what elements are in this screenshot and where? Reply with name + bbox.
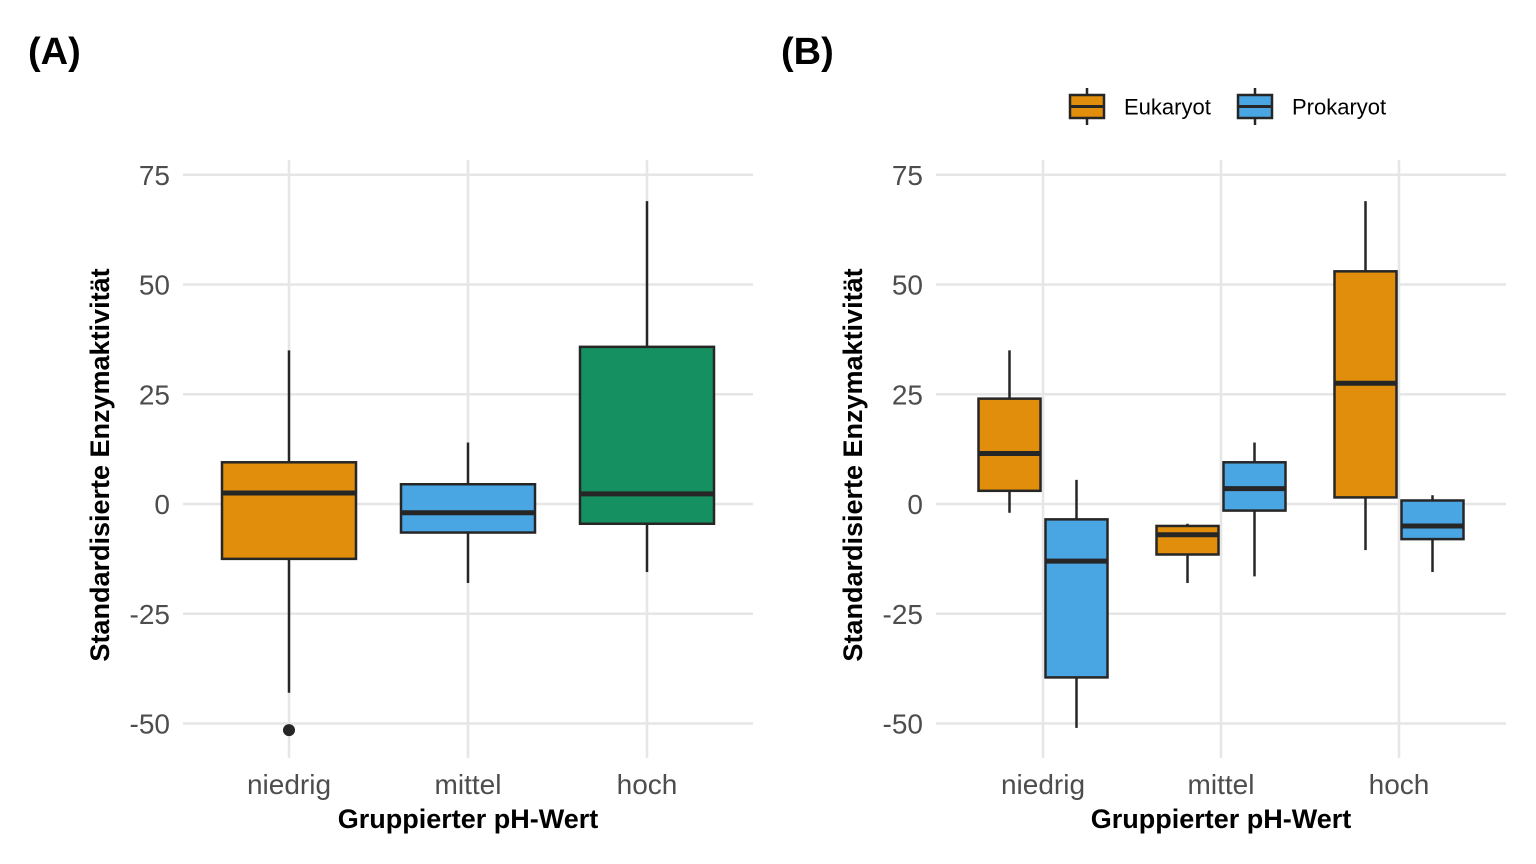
panel-a-y-tick-label: -25 — [130, 599, 170, 630]
legend-label-prokaryot: Prokaryot — [1292, 95, 1386, 120]
panel-a-x-tick-label: niedrig — [247, 769, 331, 800]
panel-b-x-tick-label: mittel — [1188, 769, 1255, 800]
panel-b-y-tick-label: 25 — [892, 379, 923, 410]
panel-a-x-tick-label: hoch — [617, 769, 678, 800]
panel-a-y-tick-label: 0 — [154, 489, 170, 520]
panel-b-mittel-eukaryot-iqr-box — [1155, 524, 1220, 556]
panel-a-x-axis-title: Gruppierter pH-Wert — [338, 804, 599, 834]
panel-a-mittel-iqr-box — [399, 482, 537, 534]
legend-label-eukaryot: Eukaryot — [1124, 95, 1211, 120]
legend-key-eukaryot — [1068, 88, 1106, 125]
panel-b-y-tick-label: -25 — [883, 599, 923, 630]
panel-b-y-tick-label: 0 — [907, 489, 923, 520]
legend: Eukaryot Prokaryot — [1068, 88, 1386, 125]
panel-b-mittel-eukaryot-box — [1155, 523, 1220, 584]
panel-b-y-tick-label: 50 — [892, 270, 923, 301]
panel-a-y-tick-label: -50 — [130, 709, 170, 740]
panel-a-y-tick-label: 75 — [139, 160, 170, 191]
panel-b-x-axis-title: Gruppierter pH-Wert — [1091, 804, 1352, 834]
panel-b-label: (B) — [781, 31, 834, 73]
panel-a-hoch-box — [578, 201, 716, 573]
panel-b-niedrig-eukaryot-iqr-box — [977, 397, 1042, 493]
panel-b-x-tick-label: hoch — [1369, 769, 1430, 800]
panel-b-mittel-prokaryot-box — [1222, 442, 1287, 577]
panel-b-y-axis-title: Standardisierte Enzymaktivität — [838, 268, 868, 661]
panel-a-label: (A) — [28, 31, 81, 73]
panel-b-y-tick-label: -50 — [883, 709, 923, 740]
panel-a-x-tick-label: mittel — [435, 769, 502, 800]
panel-b-niedrig-eukaryot-box — [977, 350, 1042, 513]
legend-key-prokaryot — [1236, 88, 1274, 125]
panel-a-mittel-box — [399, 442, 537, 584]
panel-b-niedrig-prokaryot-box — [1044, 479, 1109, 728]
panel-a-niedrig-box — [220, 350, 358, 737]
panel-a-niedrig-iqr-box — [220, 461, 358, 561]
panel-a-y-axis-title: Standardisierte Enzymaktivität — [85, 268, 115, 661]
panel-b-hoch-prokaryot-iqr-box — [1400, 499, 1465, 541]
panel-a-plot-area: 75 50 25 0 -25 -50 niedrig mittel hoch — [130, 160, 753, 800]
panel-a-y-tick-label: 25 — [139, 379, 170, 410]
panel-a-niedrig-outlier-point — [283, 724, 295, 737]
panel-b-y-tick-label: 75 — [892, 160, 923, 191]
panel-b-niedrig-prokaryot-iqr-box — [1044, 518, 1109, 679]
panel-b-plot-area: 75 50 25 0 -25 -50 niedrig mittel hoch — [883, 160, 1506, 800]
panel-b-hoch-prokaryot-box — [1400, 495, 1465, 573]
panel-b-x-tick-label: niedrig — [1001, 769, 1085, 800]
panel-a-y-tick-label: 50 — [139, 270, 170, 301]
panel-a-hoch-iqr-box — [578, 345, 716, 526]
panel-b-hoch-eukaryot-box — [1333, 201, 1398, 551]
